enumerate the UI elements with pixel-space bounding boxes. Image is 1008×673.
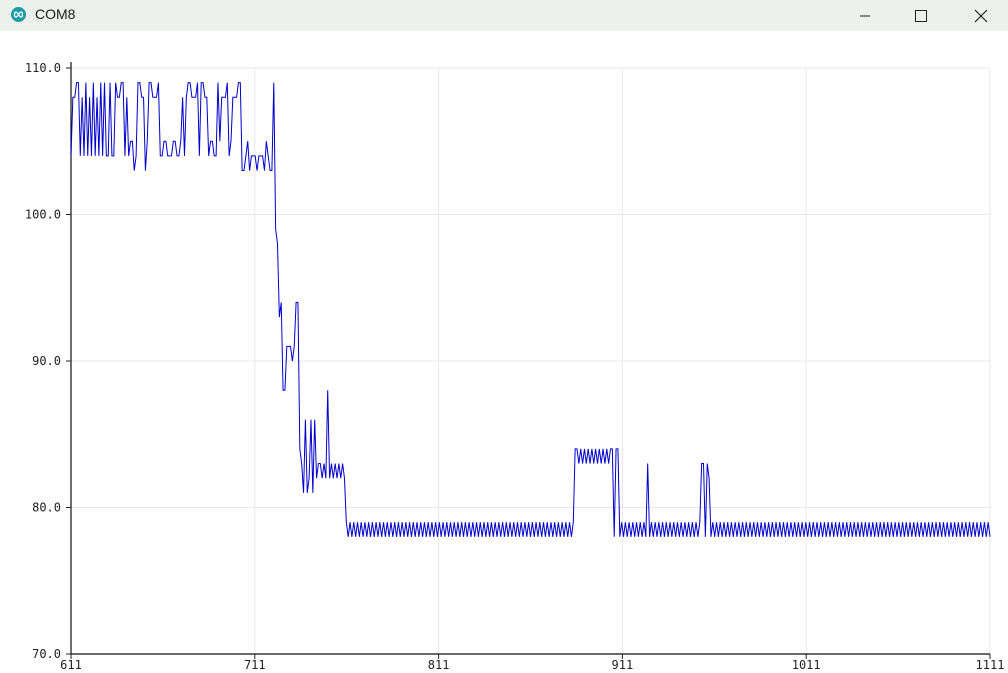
x-tick-label: 1111	[976, 658, 1005, 672]
y-tick-label: 110.0	[25, 61, 61, 75]
maximize-button[interactable]	[898, 0, 944, 31]
close-button[interactable]	[958, 0, 1004, 31]
minimize-button[interactable]	[842, 0, 888, 31]
series-line	[70, 82, 991, 537]
chart-axes	[70, 62, 990, 655]
window-title: COM8	[35, 6, 76, 22]
x-tick-label: 1011	[792, 658, 821, 672]
y-tick-label: 80.0	[32, 501, 61, 515]
chart-grid	[70, 67, 991, 655]
arduino-infinity-icon	[11, 7, 26, 22]
x-tick-label: 911	[612, 658, 634, 672]
y-tick-label: 70.0	[32, 647, 61, 661]
x-tick-label: 611	[60, 658, 82, 672]
y-tick-label: 100.0	[25, 208, 61, 222]
maximize-icon	[915, 9, 927, 22]
minimize-icon	[860, 15, 870, 16]
x-tick-label: 811	[428, 658, 450, 672]
chart-series	[70, 82, 991, 537]
close-icon	[974, 9, 988, 22]
x-tick-label: 711	[244, 658, 266, 672]
y-tick-label: 90.0	[32, 354, 61, 368]
window-titlebar: COM8	[0, 0, 1008, 31]
